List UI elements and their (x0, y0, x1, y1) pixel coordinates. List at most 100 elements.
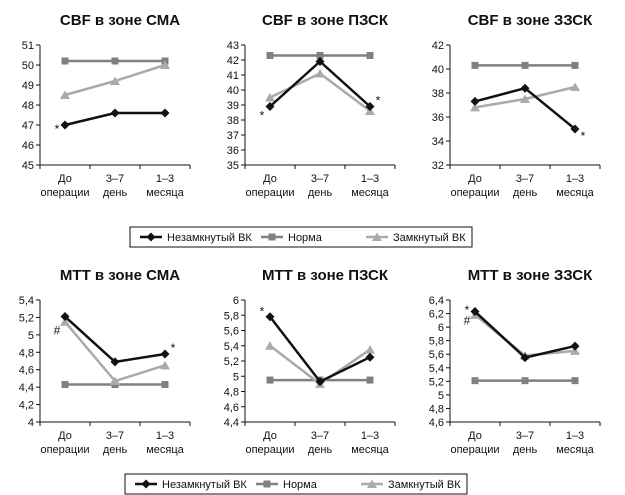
data-point (266, 52, 274, 59)
y-tick-label: 34 (432, 136, 444, 148)
x-tick-label: операции (40, 444, 89, 456)
significance-mark: * (581, 129, 586, 143)
y-tick-label: 6,2 (429, 309, 444, 321)
data-point (366, 376, 374, 384)
data-point (160, 108, 170, 118)
legend-box (129, 226, 473, 248)
x-tick-label: 3–7 (106, 173, 124, 185)
chart-panel: CBF в зоне СМА 45 46 47 48 49 50 51 До операции 3–… (22, 12, 191, 199)
x-tick-label: 1–3 (156, 430, 174, 442)
data-point (570, 82, 580, 91)
y-tick-label: 40 (227, 85, 239, 97)
x-tick-label: 1–3 (566, 173, 584, 185)
chart-title: MTT в зоне ЗЗСК (468, 267, 593, 284)
x-tick-label: До (468, 430, 482, 442)
series-line (474, 86, 576, 130)
legend-label: Незамкнутый ВК (162, 479, 247, 491)
x-tick-label: До (263, 173, 277, 185)
y-tick-label: 4 (28, 417, 34, 429)
data-point (160, 60, 170, 69)
y-tick-label: 48 (22, 100, 34, 112)
chart-panel: MTT в зоне СМА 4 4,2 4,4 4,6 4,8 5 5,2 5,4 До опер… (19, 267, 191, 456)
data-point (315, 57, 325, 66)
x-tick-label: день (513, 444, 538, 456)
chart-panel: MTT в зоне ЗЗСК 4,6 4,85 5,25,4 5,65,8 66,2 6,… (429, 267, 601, 456)
x-tick-label: месяца (146, 187, 184, 199)
y-tick-label: 47 (22, 120, 34, 132)
data-point (265, 93, 275, 102)
x-tick-label: 1–3 (156, 173, 174, 185)
y-tick-label: 5,6 (429, 349, 444, 361)
x-tick-label: операции (450, 187, 499, 199)
data-point (570, 124, 580, 134)
x-tick-label: операции (40, 187, 89, 199)
y-tick-label: 51 (22, 40, 34, 52)
chart-panel: CBF в зоне ПЗСК 35 36 37 38 39 40 41 42 43 До опера… (227, 12, 396, 199)
y-tick-label: 5,4 (19, 295, 34, 307)
x-tick-label: месяца (556, 444, 594, 456)
data-point (160, 349, 170, 359)
y-tick-label: 38 (227, 115, 239, 127)
data-point (316, 52, 324, 59)
data-point (61, 57, 69, 65)
series-line (269, 316, 371, 384)
legend-marker (263, 480, 271, 488)
y-tick-label: 4,6 (19, 365, 34, 377)
y-tick-label: 5,8 (224, 310, 239, 322)
data-point (365, 352, 375, 362)
legend-label: Незамкнутый ВК (167, 232, 252, 244)
y-tick-label: 42 (227, 55, 239, 67)
y-tick-label: 38 (432, 88, 444, 100)
y-tick-label: 5 (438, 390, 444, 402)
y-tick-label: 50 (22, 60, 34, 72)
legend-label: Замкнутый ВК (388, 479, 461, 491)
y-tick-label: 5,2 (224, 356, 239, 368)
x-tick-label: день (513, 187, 538, 199)
x-tick-label: месяца (146, 444, 184, 456)
legend: Незамкнутый ВК Норма Замкнутый ВК (129, 226, 473, 248)
data-point (315, 377, 325, 387)
x-tick-label: день (308, 187, 333, 199)
data-point (520, 83, 530, 93)
y-tick-label: 5,2 (429, 376, 444, 388)
y-tick-label: 46 (22, 140, 34, 152)
y-tick-label: 4,2 (19, 400, 34, 412)
y-tick-label: 6 (233, 295, 239, 307)
y-tick-label: 43 (227, 40, 239, 52)
x-tick-label: До (58, 173, 72, 185)
y-tick-label: 40 (432, 64, 444, 76)
x-tick-label: месяца (351, 444, 389, 456)
legend-marker (372, 232, 382, 241)
y-tick-label: 6,4 (429, 295, 444, 307)
x-tick-label: операции (245, 444, 294, 456)
data-point (60, 317, 70, 326)
data-point (521, 61, 529, 69)
chart-title: CBF в зоне СМА (60, 12, 180, 29)
significance-mark: # (464, 313, 471, 327)
chart-title: CBF в зоне ПЗСК (262, 12, 389, 29)
data-point (315, 69, 325, 78)
y-tick-label: 5,6 (224, 326, 239, 338)
data-point (61, 381, 69, 389)
legend-marker (146, 232, 156, 242)
chart-panel: CBF в зоне ЗЗСК 32 34 36 38 40 42 До операции 3–7… (432, 12, 601, 199)
y-tick-label: 42 (432, 40, 444, 52)
data-point (571, 61, 579, 69)
data-point (266, 376, 274, 384)
data-point (160, 360, 170, 370)
data-point (265, 312, 275, 322)
x-tick-label: 1–3 (566, 430, 584, 442)
significance-mark: * (260, 109, 265, 123)
legend-marker (141, 479, 151, 489)
series-line (474, 310, 576, 359)
data-point (265, 341, 275, 350)
y-tick-label: 5 (233, 371, 239, 383)
data-point (110, 76, 120, 85)
y-tick-label: 6 (438, 322, 444, 334)
data-point (60, 120, 70, 130)
data-point (110, 108, 120, 118)
significance-mark: * (465, 303, 470, 317)
legend-marker (268, 233, 276, 241)
x-tick-label: операции (245, 187, 294, 199)
